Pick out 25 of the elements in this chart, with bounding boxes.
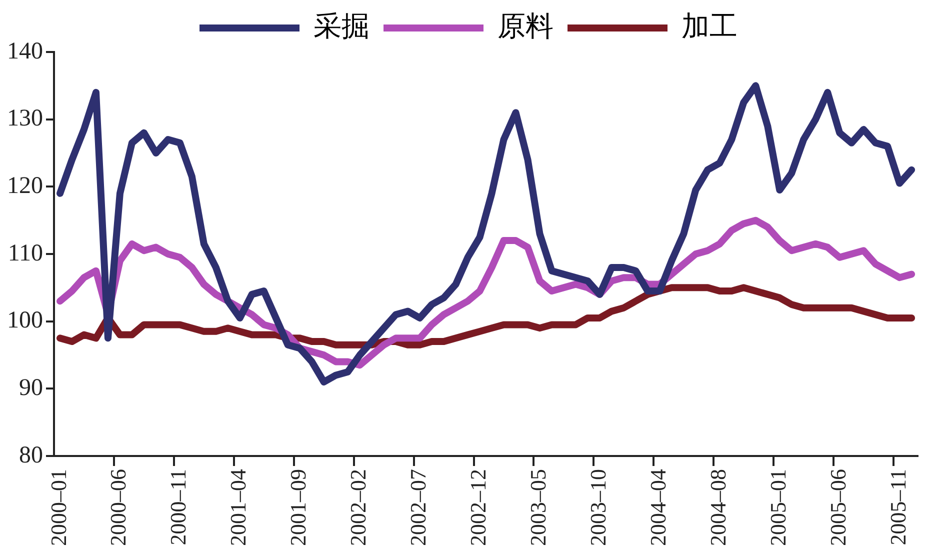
- x-tick-label: 2001–09: [286, 469, 311, 546]
- legend-label: 原料: [498, 11, 554, 42]
- x-tick-label: 2005–01: [765, 469, 790, 546]
- x-tick-label: 2001–04: [226, 469, 251, 546]
- y-tick-label: 130: [7, 106, 43, 132]
- legend-label: 加工: [682, 11, 738, 42]
- x-tick-label: 2000–01: [46, 469, 71, 546]
- x-tick-label: 2003–05: [526, 469, 551, 546]
- x-tick-label: 2004–08: [705, 469, 730, 546]
- x-tick-label: 2000–06: [106, 469, 131, 546]
- x-tick-label: 2005–06: [825, 469, 850, 546]
- x-tick-label: 2002–07: [406, 469, 431, 546]
- y-tick-label: 110: [8, 240, 43, 266]
- x-tick-label: 2005–11: [885, 469, 910, 546]
- legend-label: 采掘: [314, 11, 370, 42]
- y-tick-label: 90: [19, 374, 43, 401]
- y-tick-label: 120: [7, 172, 43, 199]
- x-tick-label: 2004–04: [645, 469, 670, 546]
- y-tick-label: 140: [7, 38, 43, 64]
- x-tick-label: 2002–12: [466, 469, 491, 546]
- x-tick-label: 2002–02: [346, 469, 371, 546]
- y-tick-label: 80: [19, 442, 43, 468]
- x-tick-label: 2003–10: [585, 469, 610, 546]
- y-tick-label: 100: [7, 308, 43, 334]
- x-tick-label: 2000–11: [166, 469, 191, 546]
